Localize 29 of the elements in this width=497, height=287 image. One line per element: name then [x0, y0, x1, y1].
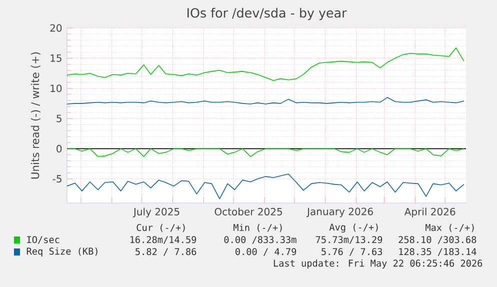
y-tick-label: 10 [50, 84, 62, 92]
text: Avg (-/+) [329, 223, 378, 233]
y-tick-label: 5 [56, 114, 62, 122]
legend-label: IO/sec [27, 236, 60, 244]
text: Last update: Fri May 22 06:25:46 2026 [274, 259, 482, 269]
line-series [67, 48, 464, 81]
text: Max (-/+) [426, 224, 474, 232]
y-tick-label: 15 [50, 54, 62, 62]
x-tick-label: July 2025 [132, 208, 180, 218]
legend-label: Req Size (KB) [26, 247, 98, 257]
line-series [67, 174, 464, 200]
y-axis-title: Units read (-) / write (+) [30, 52, 40, 179]
text: 5.76 / 7.63 [322, 248, 382, 256]
text: 258.10 /303.68 [398, 236, 476, 244]
text: 128.35 /183.14 [399, 248, 476, 256]
text: Cur (-/+) [136, 224, 185, 232]
text: 0.00 /833.33m [224, 236, 296, 244]
chart-title: IOs for /dev/sda - by year [188, 8, 347, 20]
y-tick-label: -5 [52, 175, 62, 183]
y-tick-label: 20 [50, 24, 62, 32]
text: 75.73m/13.29 [316, 236, 382, 244]
x-tick-label: October 2025 [214, 208, 282, 216]
text: 16.28m/14.59 [130, 236, 196, 244]
text: 0.00 / 4.79 [236, 248, 296, 256]
text: Min (-/+) [234, 224, 282, 232]
y-tick-label: 0 [56, 144, 62, 152]
x-tick-label: January 2026 [306, 208, 373, 218]
text: 5.82 / 7.86 [136, 248, 196, 256]
x-tick-label: April 2026 [404, 208, 456, 218]
